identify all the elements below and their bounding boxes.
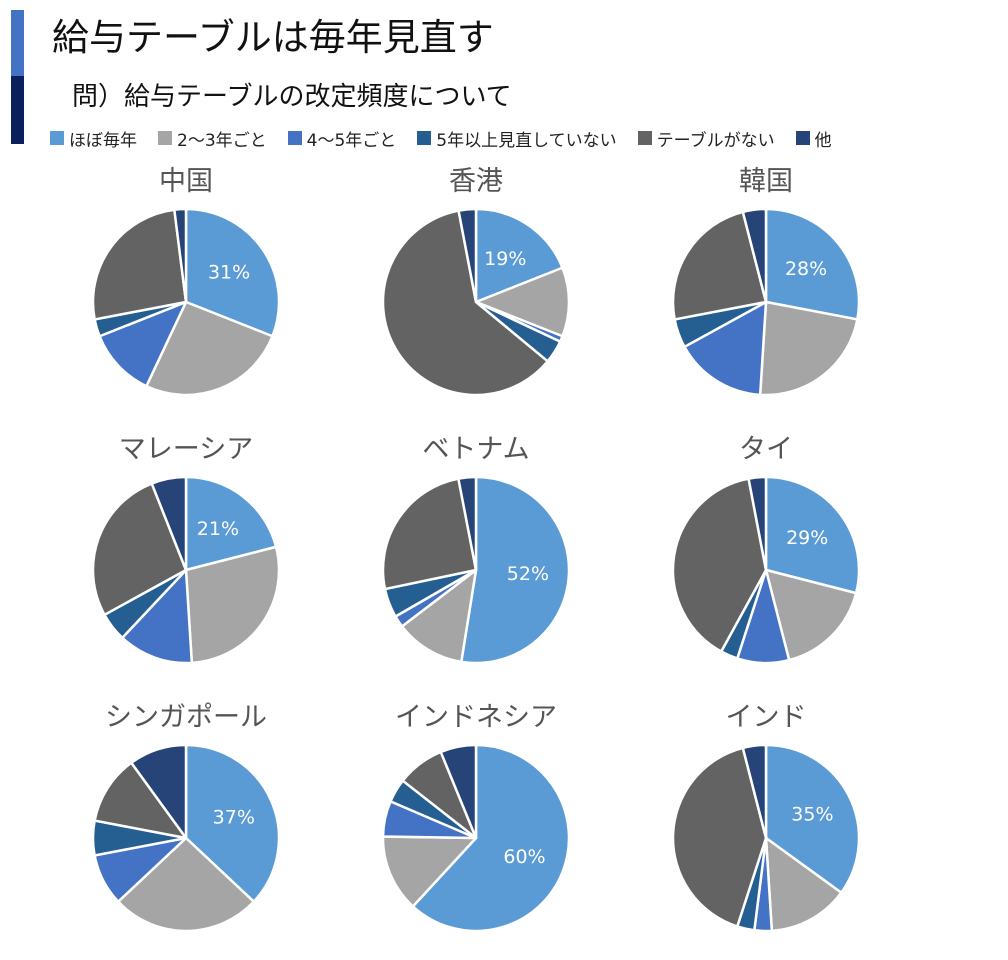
pie-slice xyxy=(98,300,188,388)
legend-label: 4〜5年ごと xyxy=(306,130,397,151)
pie-title: シンガポール xyxy=(105,702,267,733)
pie-title: インド xyxy=(725,702,807,733)
accent-bar-top xyxy=(11,10,24,76)
pie-chart: 37% xyxy=(91,743,281,933)
title-accent-bar xyxy=(11,10,24,144)
pie-panel: インド 35% xyxy=(646,700,886,960)
pie-chart: 29% xyxy=(671,475,861,665)
pie-slice xyxy=(116,836,256,933)
pie-slice xyxy=(474,266,571,338)
page-title: 給与テーブルは毎年見直す xyxy=(52,16,494,59)
pie-panel: ベトナム 52% xyxy=(356,432,596,692)
legend-swatch xyxy=(158,131,172,145)
pie-slice xyxy=(764,207,861,321)
legend-swatch xyxy=(287,131,302,145)
pie-slice xyxy=(91,208,188,321)
pie-slice xyxy=(671,210,768,321)
pie-title: 中国 xyxy=(159,166,213,197)
pie-data-label: 37% xyxy=(213,806,255,828)
legend-item-5: テーブルがない xyxy=(637,126,775,151)
pie-panel: 韓国 28% xyxy=(646,164,886,424)
pie-slice xyxy=(150,475,188,572)
pie-slice xyxy=(184,475,278,572)
pie-title: マレーシア xyxy=(118,434,254,465)
pie-slice xyxy=(381,477,478,591)
pie-data-label: 35% xyxy=(791,803,833,825)
pie-title: 韓国 xyxy=(739,166,793,197)
pie-chart: 31% xyxy=(91,207,281,397)
legend-label: テーブルがない xyxy=(656,130,775,151)
pie-title: 香港 xyxy=(449,166,503,197)
pie-data-label: 31% xyxy=(208,262,250,284)
pie-slice xyxy=(758,300,859,397)
pie-slice xyxy=(381,209,549,397)
legend-label: 5年以上見直していない xyxy=(436,130,617,151)
pie-chart: 52% xyxy=(381,475,571,665)
legend-swatch xyxy=(50,131,64,145)
legend-label: 2〜3年ごと xyxy=(177,130,267,151)
pie-title: インドネシア xyxy=(395,702,557,733)
legend-swatch xyxy=(795,131,810,145)
pie-chart: 21% xyxy=(91,475,281,665)
pie-slice xyxy=(671,746,768,928)
pie-title: タイ xyxy=(739,434,793,465)
legend-swatch xyxy=(417,131,432,145)
pie-slice xyxy=(764,475,861,595)
legend-item-1: ほぼ毎年 xyxy=(50,126,137,151)
pie-panel: シンガポール 37% xyxy=(66,700,306,960)
accent-bar-bottom xyxy=(11,76,24,144)
pie-data-label: 29% xyxy=(786,527,828,549)
pie-slice xyxy=(457,207,478,304)
pie-slice xyxy=(747,475,768,572)
pie-slice xyxy=(764,568,858,662)
pie-panel: インドネシア 60% xyxy=(356,700,596,960)
legend-swatch xyxy=(637,131,652,145)
pie-data-label: 19% xyxy=(484,248,526,270)
pie-data-label: 28% xyxy=(785,258,827,280)
pie-slice xyxy=(460,475,571,665)
legend-item-3: 4〜5年ごと xyxy=(287,126,397,151)
pie-chart: 60% xyxy=(381,743,571,933)
pie-slice xyxy=(683,300,768,397)
pie-slice xyxy=(93,761,188,840)
legend-item-6: 他 xyxy=(795,126,832,151)
legend-item-4: 5年以上見直していない xyxy=(417,126,617,151)
pie-slice xyxy=(130,743,188,840)
pie-panel: マレーシア 21% xyxy=(66,432,306,692)
pie-chart: 35% xyxy=(671,743,861,933)
pie-slice xyxy=(145,300,274,397)
pie-slice xyxy=(400,568,478,664)
pie-slice xyxy=(121,568,194,665)
chart-legend: ほぼ毎年 2〜3年ごと 4〜5年ごと 5年以上見直していない テーブルがない 他 xyxy=(50,124,832,152)
legend-label: ほぼ毎年 xyxy=(69,130,137,151)
pie-slice xyxy=(741,207,768,304)
pie-chart: 19% xyxy=(381,207,571,397)
pie-slice xyxy=(439,743,478,840)
legend-item-2: 2〜3年ごと xyxy=(158,126,267,151)
pie-data-label: 60% xyxy=(503,846,545,868)
pie-slice xyxy=(184,545,281,665)
pie-slice xyxy=(184,743,281,903)
pie-slice xyxy=(381,835,478,908)
pie-chart: 28% xyxy=(671,207,861,397)
page-subtitle: 問）給与テーブルの改定頻度について xyxy=(72,82,512,112)
pie-slice xyxy=(184,207,281,338)
pie-slice xyxy=(474,207,564,304)
pie-slice xyxy=(91,482,188,617)
pie-slice xyxy=(741,743,768,840)
pie-slice xyxy=(764,743,861,894)
pie-panel: 香港 19% xyxy=(356,164,596,424)
pie-data-label: 52% xyxy=(507,563,549,585)
pie-slice xyxy=(173,207,188,304)
pie-panel: 中国 31% xyxy=(66,164,306,424)
pie-slice xyxy=(764,836,843,933)
pie-data-label: 21% xyxy=(197,518,239,540)
pie-slice xyxy=(411,743,571,933)
pie-slice xyxy=(457,475,478,572)
pie-slice xyxy=(671,477,768,653)
pie-title: ベトナム xyxy=(422,434,530,465)
legend-label: 他 xyxy=(814,130,832,151)
pie-panel: タイ 29% xyxy=(646,432,886,692)
